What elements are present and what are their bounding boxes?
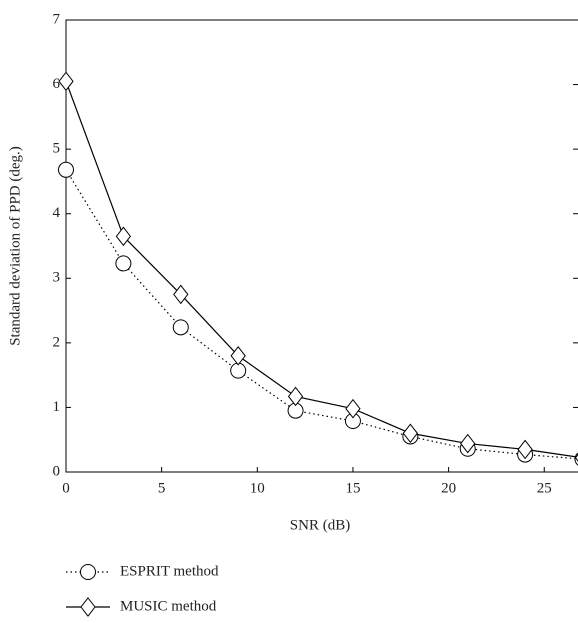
marker	[58, 161, 74, 178]
marker	[402, 423, 418, 444]
x-tick-label: 20	[441, 480, 456, 496]
series-line	[65, 81, 578, 458]
plot-frame	[65, 19, 578, 473]
y-tick-label: 1	[53, 399, 61, 415]
x-tick-label: 25	[537, 480, 552, 496]
series-line	[65, 169, 578, 460]
x-tick-label: 0	[62, 480, 70, 496]
marker	[173, 284, 189, 305]
marker	[230, 345, 246, 366]
legend-label: MUSIC method	[120, 598, 217, 614]
y-tick-label: 5	[53, 141, 61, 157]
y-tick-label: 2	[53, 334, 61, 350]
marker	[172, 319, 189, 336]
y-tick-label: 4	[53, 205, 61, 221]
marker	[58, 71, 74, 92]
marker	[460, 433, 476, 454]
y-tick-label: 3	[53, 270, 61, 286]
legend-marker	[80, 597, 96, 617]
marker	[115, 255, 132, 272]
marker	[517, 439, 533, 460]
x-tick-label: 10	[250, 480, 265, 496]
marker	[115, 226, 132, 247]
legend-label: ESPRIT method	[120, 563, 219, 579]
marker	[345, 398, 361, 419]
marker	[287, 386, 304, 407]
y-tick-label: 6	[53, 76, 61, 92]
x-tick-label: 15	[345, 480, 360, 496]
y-tick-label: 0	[53, 463, 61, 479]
legend-marker	[80, 564, 96, 580]
y-axis-label: Standard deviation of PPD (deg.)	[7, 146, 23, 346]
x-axis-label: SNR (dB)	[290, 517, 350, 533]
y-tick-label: 7	[53, 11, 61, 27]
x-tick-label: 5	[158, 480, 166, 496]
